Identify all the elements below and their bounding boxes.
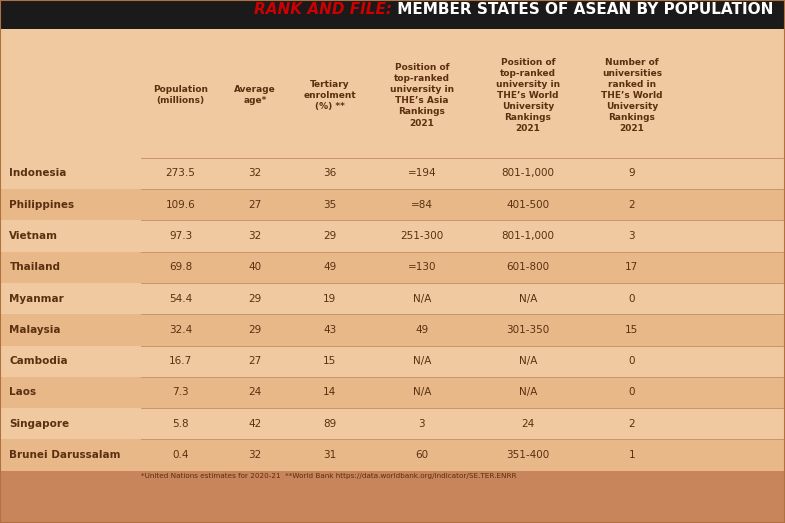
Text: 15: 15 [626,325,638,335]
Text: Myanmar: Myanmar [9,293,64,303]
Text: 89: 89 [323,419,336,429]
Text: 19: 19 [323,293,336,303]
Text: 42: 42 [249,419,261,429]
Text: 273.5: 273.5 [166,168,195,178]
Text: N/A: N/A [413,293,431,303]
Text: 32: 32 [249,231,261,241]
Text: Cambodia: Cambodia [9,356,68,366]
Text: MEMBER STATES OF ASEAN BY POPULATION: MEMBER STATES OF ASEAN BY POPULATION [392,2,774,17]
Text: 0: 0 [629,356,635,366]
Text: N/A: N/A [519,356,537,366]
Text: 35: 35 [323,200,336,210]
Text: 2: 2 [629,200,635,210]
Text: =84: =84 [411,200,433,210]
Text: 401-500: 401-500 [506,200,550,210]
FancyBboxPatch shape [0,158,785,189]
Text: 109.6: 109.6 [166,200,195,210]
Text: 3: 3 [629,231,635,241]
Text: RANK AND FILE:: RANK AND FILE: [254,2,392,17]
Text: 9: 9 [629,168,635,178]
Text: 27: 27 [249,200,261,210]
Text: *United Nations estimates for 2020-21  **World Bank https://data.worldbank.org/i: *United Nations estimates for 2020-21 **… [141,473,517,479]
Text: 32.4: 32.4 [169,325,192,335]
Text: 251-300: 251-300 [400,231,444,241]
FancyBboxPatch shape [0,0,785,29]
Text: 1: 1 [629,450,635,460]
FancyBboxPatch shape [0,314,785,346]
Text: Population
(millions): Population (millions) [153,85,208,105]
Text: 40: 40 [249,262,261,272]
Text: 7.3: 7.3 [172,388,189,397]
Text: 0: 0 [629,388,635,397]
Text: 24: 24 [521,419,535,429]
Text: Thailand: Thailand [9,262,60,272]
Text: 2: 2 [629,419,635,429]
Text: Singapore: Singapore [9,419,70,429]
Text: Philippines: Philippines [9,200,75,210]
Text: 29: 29 [323,231,336,241]
Text: 36: 36 [323,168,336,178]
Text: 0: 0 [629,293,635,303]
Text: 69.8: 69.8 [169,262,192,272]
Text: 15: 15 [323,356,336,366]
FancyBboxPatch shape [0,252,785,283]
Text: 27: 27 [249,356,261,366]
Text: Number of
universities
ranked in
THE’s World
University
Rankings
2021: Number of universities ranked in THE’s W… [601,58,663,133]
FancyBboxPatch shape [0,377,785,408]
Text: Average
age*: Average age* [234,85,276,105]
Text: Indonesia: Indonesia [9,168,67,178]
FancyBboxPatch shape [0,283,785,314]
Text: Position of
top-ranked
university in
THE’s World
University
Rankings
2021: Position of top-ranked university in THE… [496,58,560,133]
Text: 60: 60 [415,450,429,460]
Text: =130: =130 [407,262,436,272]
Text: 49: 49 [415,325,429,335]
Text: 17: 17 [626,262,638,272]
Text: =194: =194 [407,168,436,178]
FancyBboxPatch shape [0,439,785,471]
Text: Vietnam: Vietnam [9,231,58,241]
Text: 601-800: 601-800 [506,262,550,272]
Text: 0.4: 0.4 [172,450,189,460]
Text: 301-350: 301-350 [506,325,550,335]
FancyBboxPatch shape [0,346,785,377]
Text: N/A: N/A [413,388,431,397]
Text: N/A: N/A [519,388,537,397]
Text: 801-1,000: 801-1,000 [502,168,554,178]
Text: 3: 3 [418,419,425,429]
FancyBboxPatch shape [0,189,785,220]
FancyBboxPatch shape [0,33,785,158]
Text: 29: 29 [249,325,261,335]
Text: 351-400: 351-400 [506,450,550,460]
Text: 32: 32 [249,168,261,178]
Text: 43: 43 [323,325,336,335]
Text: N/A: N/A [413,356,431,366]
Text: 49: 49 [323,262,336,272]
Text: 32: 32 [249,450,261,460]
Text: Tertiary
enrolment
(%) **: Tertiary enrolment (%) ** [303,79,356,111]
Text: N/A: N/A [519,293,537,303]
Text: 97.3: 97.3 [169,231,192,241]
Text: 801-1,000: 801-1,000 [502,231,554,241]
FancyBboxPatch shape [0,220,785,252]
FancyBboxPatch shape [0,471,785,523]
Text: Laos: Laos [9,388,37,397]
Text: 54.4: 54.4 [169,293,192,303]
Text: 29: 29 [249,293,261,303]
Text: Malaysia: Malaysia [9,325,61,335]
Text: 5.8: 5.8 [172,419,189,429]
Text: Brunei Darussalam: Brunei Darussalam [9,450,121,460]
Text: Position of
top-ranked
university in
THE’s Asia
Rankings
2021: Position of top-ranked university in THE… [390,63,454,128]
Text: 16.7: 16.7 [169,356,192,366]
Text: 31: 31 [323,450,336,460]
Text: 14: 14 [323,388,336,397]
Text: 24: 24 [249,388,261,397]
FancyBboxPatch shape [0,408,785,439]
